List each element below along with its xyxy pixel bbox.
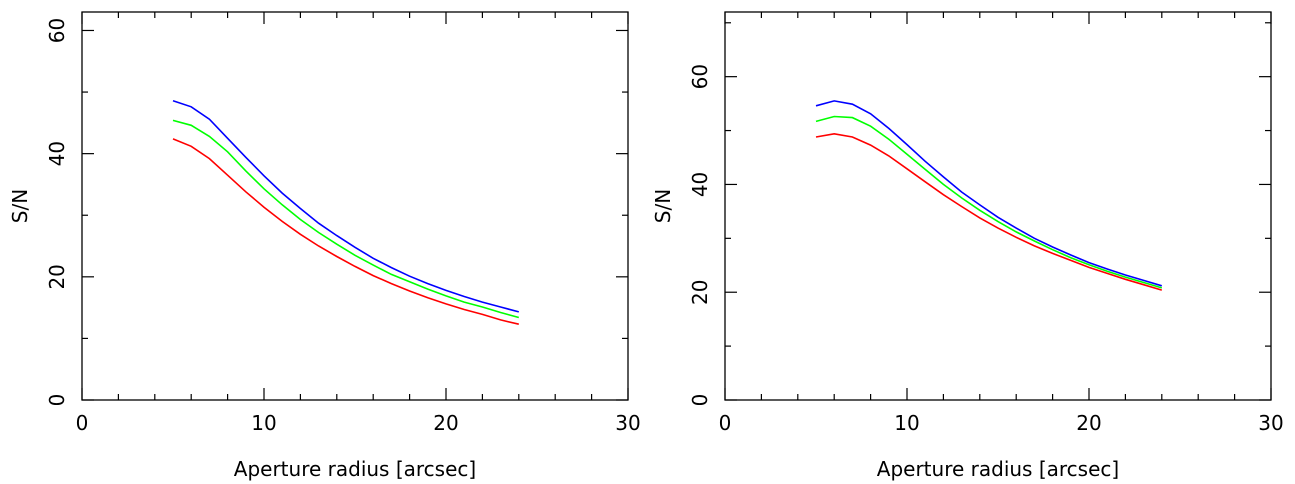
series-line-3	[815, 132, 1163, 291]
chart-panel-1: 0 10 20 30 0 20 40 60 Aperture radius [arcsec] S/…	[8, 11, 641, 481]
x-tick-label: 30	[1258, 411, 1283, 435]
series-line-2	[815, 115, 1163, 289]
y-tick-label: 40	[45, 141, 69, 166]
series-line-1	[815, 100, 1163, 287]
plot-frame	[724, 11, 1272, 401]
x-tick-label: 10	[894, 411, 919, 435]
x-tick-label: 20	[433, 411, 458, 435]
y-tick-label: 20	[688, 279, 712, 304]
plot-frame	[81, 11, 629, 401]
x-axis-label: Aperture radius [arcsec]	[877, 457, 1119, 481]
chart-panel-2: 0 10 20 30 0 20 40 60 Aperture radius [arcsec] S/…	[651, 11, 1284, 481]
y-tick-label: 60	[45, 18, 69, 43]
y-tick-label: 60	[688, 64, 712, 89]
x-tick-label: 0	[719, 411, 732, 435]
x-tick-label: 0	[76, 411, 89, 435]
x-tick-label: 30	[615, 411, 640, 435]
x-axis-label: Aperture radius [arcsec]	[234, 457, 476, 481]
series-line-2	[172, 119, 520, 319]
x-tick-label: 10	[251, 411, 276, 435]
y-tick-label: 0	[688, 394, 712, 407]
y-axis-label: S/N	[651, 189, 675, 223]
x-tick-label: 20	[1076, 411, 1101, 435]
y-tick-label: 0	[45, 394, 69, 407]
y-tick-label: 20	[45, 264, 69, 289]
y-tick-label: 40	[688, 172, 712, 197]
y-axis-label: S/N	[8, 189, 32, 223]
series-line-3	[172, 138, 519, 325]
series-line-1	[172, 99, 520, 313]
